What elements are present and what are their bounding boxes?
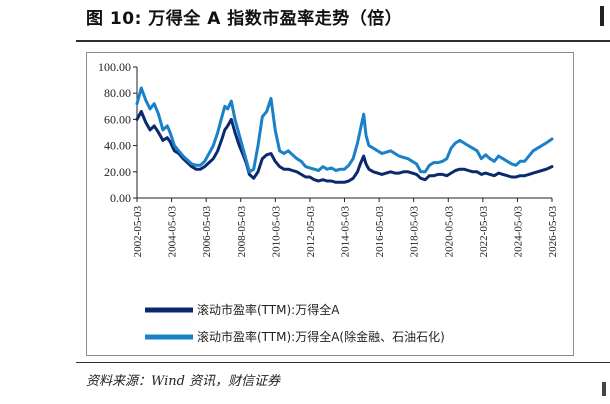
series-line-1 (135, 110, 554, 184)
x-tick-label: 2022-05-03 (478, 206, 490, 258)
x-tick-label: 2004-05-03 (167, 206, 179, 258)
x-tick-label: 2010-05-03 (270, 206, 282, 258)
page-edge-marker (600, 6, 604, 26)
x-tick-label: 2014-05-03 (340, 206, 352, 258)
source-note: 资料来源：Wind 资讯，财信证券 (86, 374, 281, 389)
y-tick-label: 20.00 (104, 165, 131, 179)
chart-frame: 100.00 80.00 60.00 40.00 20.00 0.00 2002-05-03… (86, 52, 574, 356)
x-tick-label: 2018-05-03 (409, 206, 421, 258)
legend-label-1: 滚动市盈率(TTM):万得全A (197, 302, 340, 317)
chart-svg: 100.00 80.00 60.00 40.00 20.00 0.002002-05-03… (98, 60, 559, 344)
y-tick-label: 0.00 (110, 191, 131, 205)
figure-title: 图 10: 万得全 A 指数市盈率走势（倍） (86, 9, 403, 29)
page-edge-marker-bottom (602, 382, 606, 396)
x-tick-label: 2006-05-03 (201, 206, 213, 258)
legend-label-2: 滚动市盈率(TTM):万得全A(除金融、石油石化) (197, 329, 445, 344)
series-line-2 (135, 86, 554, 174)
y-tick-label: 40.00 (104, 139, 131, 153)
x-tick-label: 2026-05-03 (547, 206, 559, 258)
y-tick-label: 80.00 (104, 86, 131, 100)
bottom-rule (76, 362, 610, 363)
x-tick-label: 2016-05-03 (374, 206, 386, 258)
x-tick-label: 2008-05-03 (236, 206, 248, 258)
x-tick-label: 2012-05-03 (305, 206, 317, 258)
x-tick-label: 2002-05-03 (132, 206, 144, 258)
x-tick-label: 2024-05-03 (512, 206, 524, 258)
top-rule (76, 40, 610, 42)
x-tick-label: 2020-05-03 (443, 206, 455, 258)
y-tick-label: 60.00 (104, 112, 131, 126)
y-tick-label: 100.00 (98, 60, 131, 74)
